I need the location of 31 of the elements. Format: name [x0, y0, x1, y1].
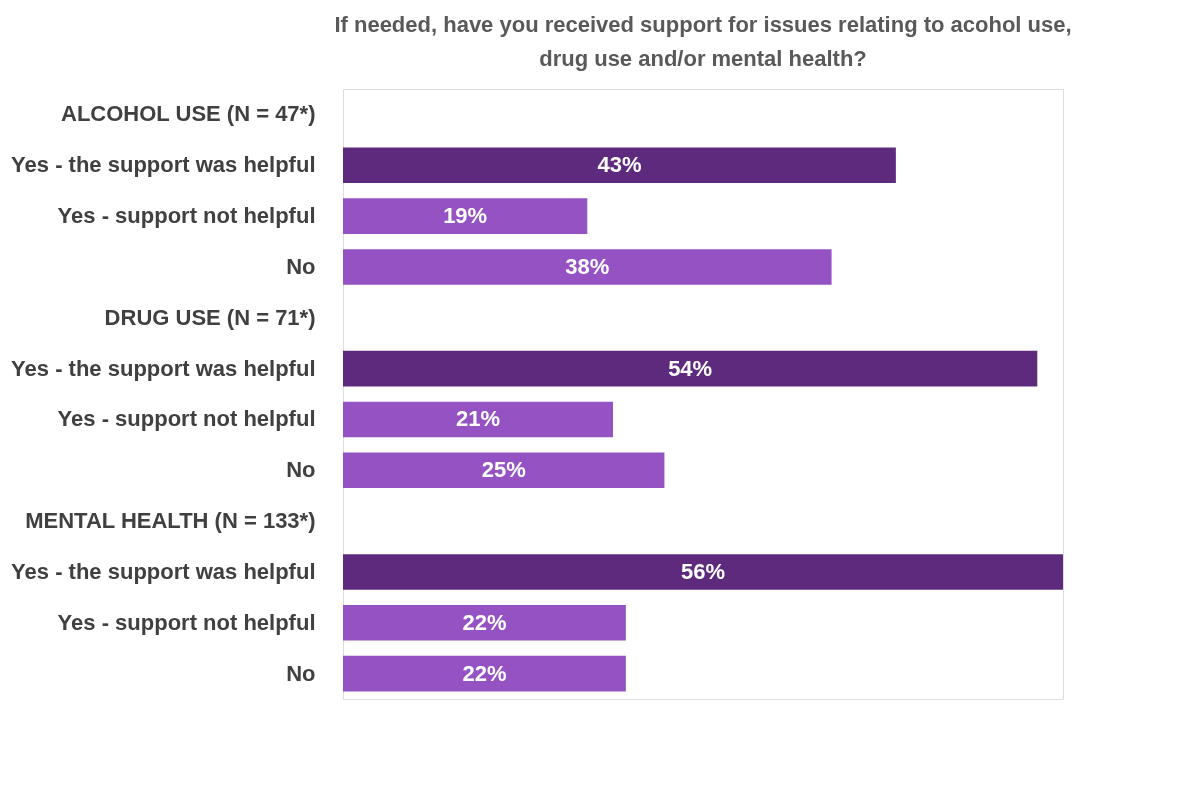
- y-tick-label: Yes - the support was helpful: [11, 152, 316, 178]
- y-tick-label: MENTAL HEALTH (N = 133*): [25, 508, 316, 534]
- bar: [343, 350, 1038, 387]
- y-tick-label: Yes - the support was helpful: [11, 558, 316, 584]
- chart-title: If needed, have you received support for issues relating to acohol use, drug use and/or mental health?: [334, 12, 1072, 71]
- bar: [343, 147, 896, 184]
- bar: [343, 249, 832, 285]
- y-tick-label: No: [286, 660, 316, 686]
- bar: [343, 401, 613, 438]
- y-tick-label: Yes - support not helpful: [57, 406, 316, 432]
- y-tick-label: Yes - the support was helpful: [11, 355, 316, 381]
- bar: [343, 198, 588, 234]
- data-label: 54%: [668, 355, 713, 381]
- y-tick-label: No: [286, 457, 316, 483]
- y-tick-label: Yes - support not helpful: [57, 203, 316, 229]
- bar: [343, 554, 1063, 590]
- data-label: 22%: [462, 660, 507, 686]
- data-label: 22%: [462, 609, 507, 635]
- y-tick-label: DRUG USE (N = 71*): [104, 304, 316, 330]
- data-label: 21%: [455, 406, 501, 432]
- y-tick-label: ALCOHOL USE (N = 47*): [61, 101, 316, 127]
- bar: [343, 655, 626, 692]
- data-label: 38%: [565, 253, 610, 279]
- bar: [343, 604, 626, 641]
- data-label: 25%: [481, 457, 526, 483]
- y-tick-label: No: [286, 253, 316, 279]
- bar: [343, 452, 665, 489]
- data-label: 19%: [443, 203, 488, 229]
- data-label: 56%: [680, 558, 726, 584]
- y-tick-label: Yes - support not helpful: [57, 609, 316, 635]
- data-label: 43%: [597, 152, 642, 178]
